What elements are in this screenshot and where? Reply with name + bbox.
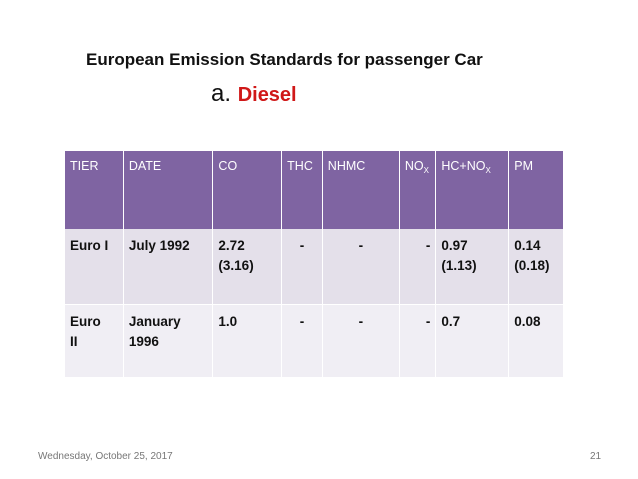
subtitle-word: Diesel — [237, 84, 297, 106]
header-nhmc: NHMC — [322, 151, 400, 229]
cell-nox: - — [399, 229, 437, 305]
header-pm: PM — [508, 151, 563, 229]
cell-nox: - — [399, 304, 437, 377]
header-hcnox-main: HC+NO — [441, 159, 486, 173]
cell-date-line1: January — [128, 313, 181, 329]
cell-date: January 1996 — [123, 304, 214, 377]
cell-co-paren: (3.16) — [218, 258, 254, 273]
cell-co: 2.72 (3.16) — [212, 229, 283, 305]
header-nox-sub: X — [423, 166, 429, 175]
cell-nhmc: - — [322, 304, 400, 377]
cell-thc: - — [281, 304, 323, 377]
cell-pm: 0.08 — [508, 304, 563, 377]
table-row: Euro II January 1996 1.0 - - - 0.7 0.08 — [65, 304, 563, 377]
cell-pm: 0.14 (0.18) — [508, 229, 563, 305]
cell-date-line2: 1996 — [128, 333, 159, 349]
footer-page-number: 21 — [590, 451, 602, 462]
cell-hcnox: 0.97 (1.13) — [435, 229, 510, 305]
cell-pm-paren: (0.18) — [514, 258, 550, 273]
cell-nhmc: - — [322, 229, 400, 305]
cell-hcnox-value: 0.97 — [441, 238, 468, 253]
cell-co: 1.0 — [212, 304, 283, 377]
footer-date: Wednesday, October 25, 2017 — [38, 451, 173, 462]
header-date: DATE — [123, 151, 214, 229]
cell-tier-line1: Euro — [70, 313, 101, 329]
subtitle-letter: a. — [211, 80, 232, 107]
header-nox: NOX — [399, 151, 437, 229]
slide-title: European Emission Standards for passenge… — [86, 50, 483, 69]
header-thc: THC — [281, 151, 323, 229]
cell-tier: Euro II — [65, 304, 124, 377]
cell-pm-value: 0.14 — [514, 238, 541, 253]
emission-standards-table: TIER DATE CO THC NHMC NOX HC+NOX PM Euro… — [65, 151, 563, 377]
cell-hcnox-paren: (1.13) — [441, 258, 477, 273]
table-row: Euro I July 1992 2.72 (3.16) - - - 0.97 (1… — [65, 229, 563, 305]
cell-date: July 1992 — [123, 229, 214, 305]
header-nox-main: NO — [404, 159, 424, 173]
header-tier: TIER — [65, 151, 124, 229]
cell-co-value: 2.72 — [218, 238, 245, 253]
cell-tier: Euro I — [65, 229, 124, 305]
header-hcnox: HC+NOX — [435, 151, 510, 229]
cell-thc: - — [281, 229, 323, 305]
cell-tier-line2: II — [70, 333, 78, 349]
cell-hcnox: 0.7 — [435, 304, 510, 377]
table-header-row: TIER DATE CO THC NHMC NOX HC+NOX PM — [65, 151, 563, 229]
header-co: CO — [212, 151, 283, 229]
slide-subtitle: a. Diesel — [211, 80, 297, 108]
header-hcnox-sub: X — [485, 166, 491, 175]
